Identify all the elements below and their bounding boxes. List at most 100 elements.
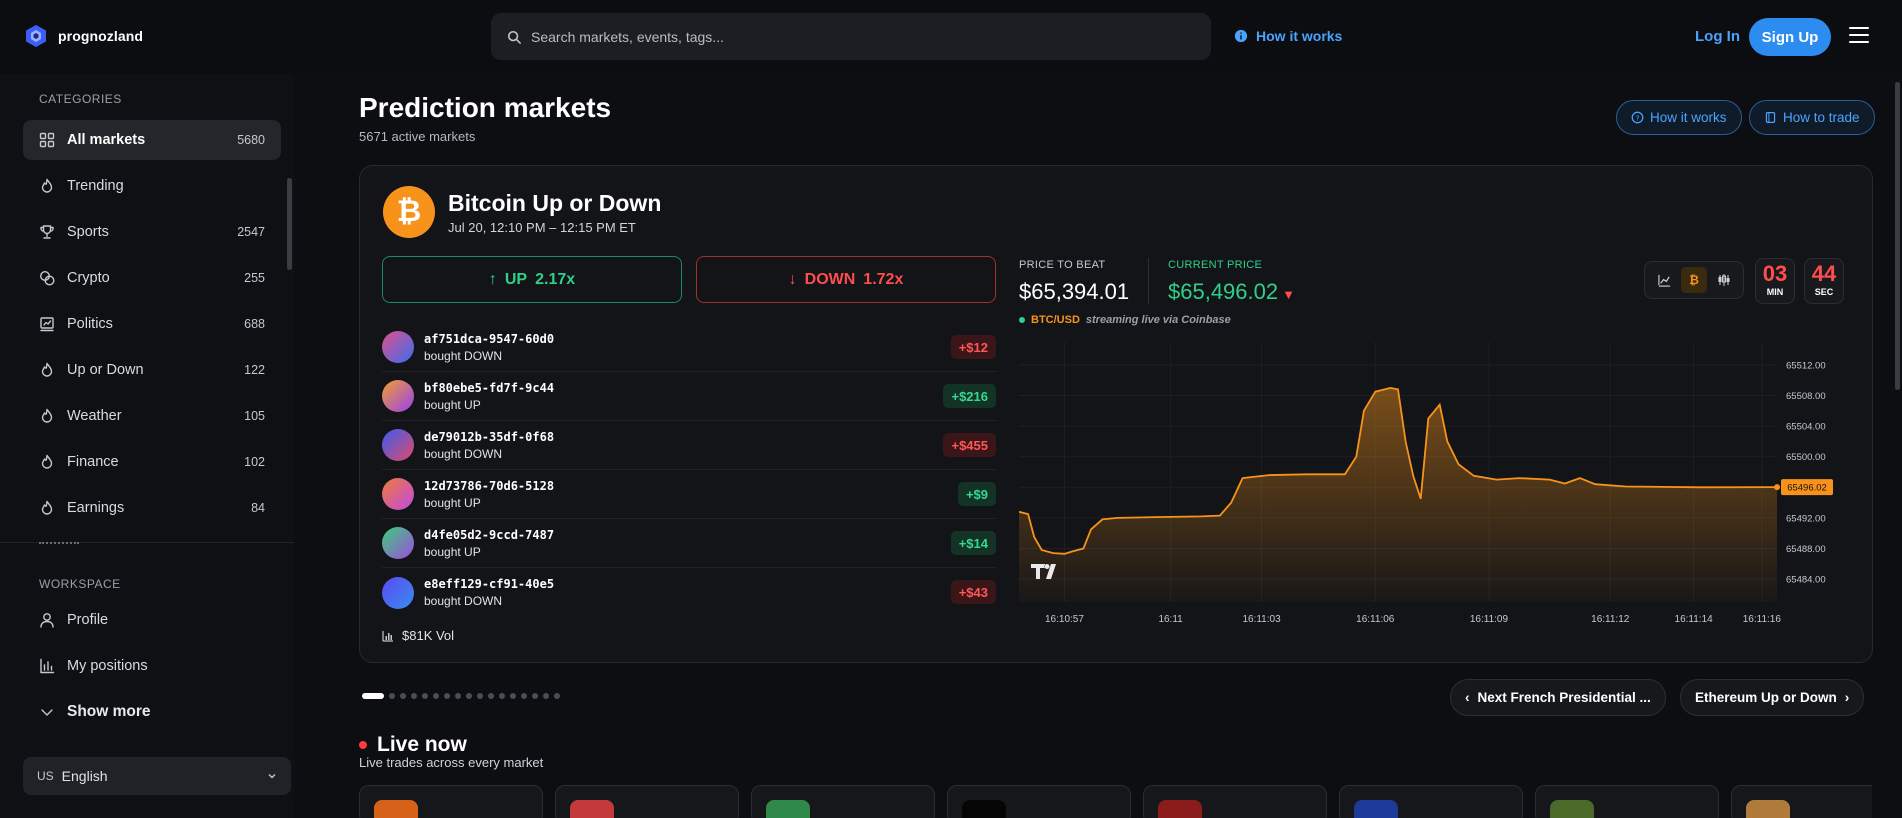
timer-seconds: 44 SEC [1804,258,1844,304]
flame-icon [39,362,55,378]
carousel-dot[interactable] [455,693,461,699]
sidebar-item-count: 122 [244,363,265,377]
carousel-dot[interactable] [543,693,549,699]
how-it-works-link[interactable]: How it works [1234,28,1342,44]
sidebar-scrollbar[interactable] [287,178,292,270]
carousel-dots [362,693,560,699]
workspace-item-my-positions[interactable]: My positions [23,646,281,686]
avatar [382,478,414,510]
logo[interactable]: prognozland [24,24,143,48]
bar-chart-icon [382,630,393,642]
trade-amount: +$9 [957,482,996,506]
chart-mode-toggle: ₿ [1644,261,1744,299]
avatar [382,527,414,559]
carousel-dot[interactable] [362,693,384,699]
how-to-trade-button[interactable]: How to trade [1749,100,1875,135]
live-card[interactable] [751,785,935,818]
login-link[interactable]: Log In [1695,28,1740,45]
page-title: Prediction markets [359,92,612,123]
carousel-dot[interactable] [499,693,505,699]
sidebar-item-crypto[interactable]: Crypto 255 [23,258,281,298]
trader-id: 12d73786-70d6-5128 [424,478,555,493]
language-select[interactable]: US English [23,757,291,795]
workspace-item-profile[interactable]: Profile [23,600,281,640]
trade-amount: +$455 [943,433,996,457]
main-scrollbar[interactable] [1895,82,1900,390]
y-tick-label: 65508.00 [1786,391,1826,402]
carousel-dot[interactable] [422,693,428,699]
trade-action: bought UP [424,397,481,412]
prev-market-label: Next French Presidential ... [1477,690,1651,705]
sidebar-item-sports[interactable]: Sports 2547 [23,212,281,252]
sidebar-item-up-or-down[interactable]: Up or Down 122 [23,350,281,390]
menu-icon[interactable] [1849,27,1869,45]
carousel-dot[interactable] [400,693,406,699]
how-it-works-button[interactable]: ? How it works [1616,100,1742,135]
workspace-item-label: My positions [67,658,148,674]
trophy-icon [39,224,55,240]
carousel-dot[interactable] [389,693,395,699]
svg-text:?: ? [1636,113,1640,122]
trade-amount: +$12 [950,335,996,359]
flame-icon [39,454,55,470]
carousel-dot[interactable] [444,693,450,699]
sidebar-item-finance[interactable]: Finance 102 [23,442,281,482]
workspace-item-show-more[interactable]: Show more [23,692,281,732]
carousel-dot[interactable] [521,693,527,699]
sidebar: CATEGORIES WORKSPACE [0,74,294,818]
sidebar-item-all-markets[interactable]: All markets 5680 [23,120,281,160]
live-card[interactable] [1339,785,1523,818]
live-card[interactable] [359,785,543,818]
price-chart[interactable]: 65512.0065508.0065504.0065500.0065496.00… [1019,342,1859,642]
top-header: prognozland How it works Log In Sign Up [0,0,1902,74]
bet-up-button[interactable]: ↑ UP 2.17x [382,256,682,303]
carousel-dot[interactable] [554,693,560,699]
next-market-button[interactable]: Ethereum Up or Down › [1680,679,1865,716]
trade-action: bought DOWN [424,594,503,608]
sidebar-item-label: Weather [67,408,122,424]
live-card[interactable] [1535,785,1719,818]
trade-row: e8eff129-cf91-40e5 bought DOWN +$43 [382,568,996,617]
sidebar-item-count: 688 [244,317,265,331]
search-input[interactable] [531,28,1171,45]
carousel-dot[interactable] [532,693,538,699]
sidebar-item-label: Crypto [67,270,110,286]
sidebar-item-weather[interactable]: Weather 105 [23,396,281,436]
bet-down-button[interactable]: ↓ DOWN 1.72x [696,256,996,303]
sidebar-item-trending[interactable]: Trending [23,166,281,206]
sidebar-item-politics[interactable]: Politics 688 [23,304,281,344]
carousel-dot[interactable] [433,693,439,699]
coins-icon [39,270,55,286]
y-tick-label: 65512.00 [1786,360,1826,371]
bitcoin-toggle-icon[interactable]: ₿ [1681,267,1707,293]
live-card[interactable] [555,785,739,818]
carousel-dot[interactable] [488,693,494,699]
timer-minutes: 03 MIN [1755,258,1795,304]
live-card[interactable] [1731,785,1872,818]
live-now-subtitle: Live trades across every market [359,755,544,770]
live-now-heading: Live now [359,733,467,757]
live-card[interactable] [1143,785,1327,818]
x-tick-label: 16:11:12 [1591,614,1630,625]
signup-button[interactable]: Sign Up [1749,18,1831,56]
carousel-dot[interactable] [477,693,483,699]
how-to-trade-label: How to trade [1783,110,1860,125]
search-bar[interactable] [491,13,1211,60]
live-card[interactable] [947,785,1131,818]
avatar [382,380,414,412]
carousel-dot[interactable] [510,693,516,699]
timer-min-label: MIN [1766,287,1784,297]
category-list: All markets 5680 Trending Sports 2547 Cr… [23,120,281,548]
current-price-value: $65,496.02 [1168,279,1279,304]
trader-id: de79012b-35df-0f68 [424,429,555,444]
candlestick-icon[interactable] [1711,267,1737,293]
pair-label: BTC/USD [1031,314,1080,326]
trade-action: bought UP [424,544,481,559]
prev-market-button[interactable]: ‹ Next French Presidential ... [1450,679,1666,716]
carousel-dot[interactable] [411,693,417,699]
sidebar-item-earnings[interactable]: Earnings 84 [23,488,281,528]
featured-market-card[interactable]: ₿ Bitcoin Up or Down Jul 20, 12:10 PM – … [359,165,1873,663]
line-chart-icon[interactable] [1651,267,1677,293]
carousel-dot[interactable] [466,693,472,699]
chevron-down-icon [268,774,276,779]
